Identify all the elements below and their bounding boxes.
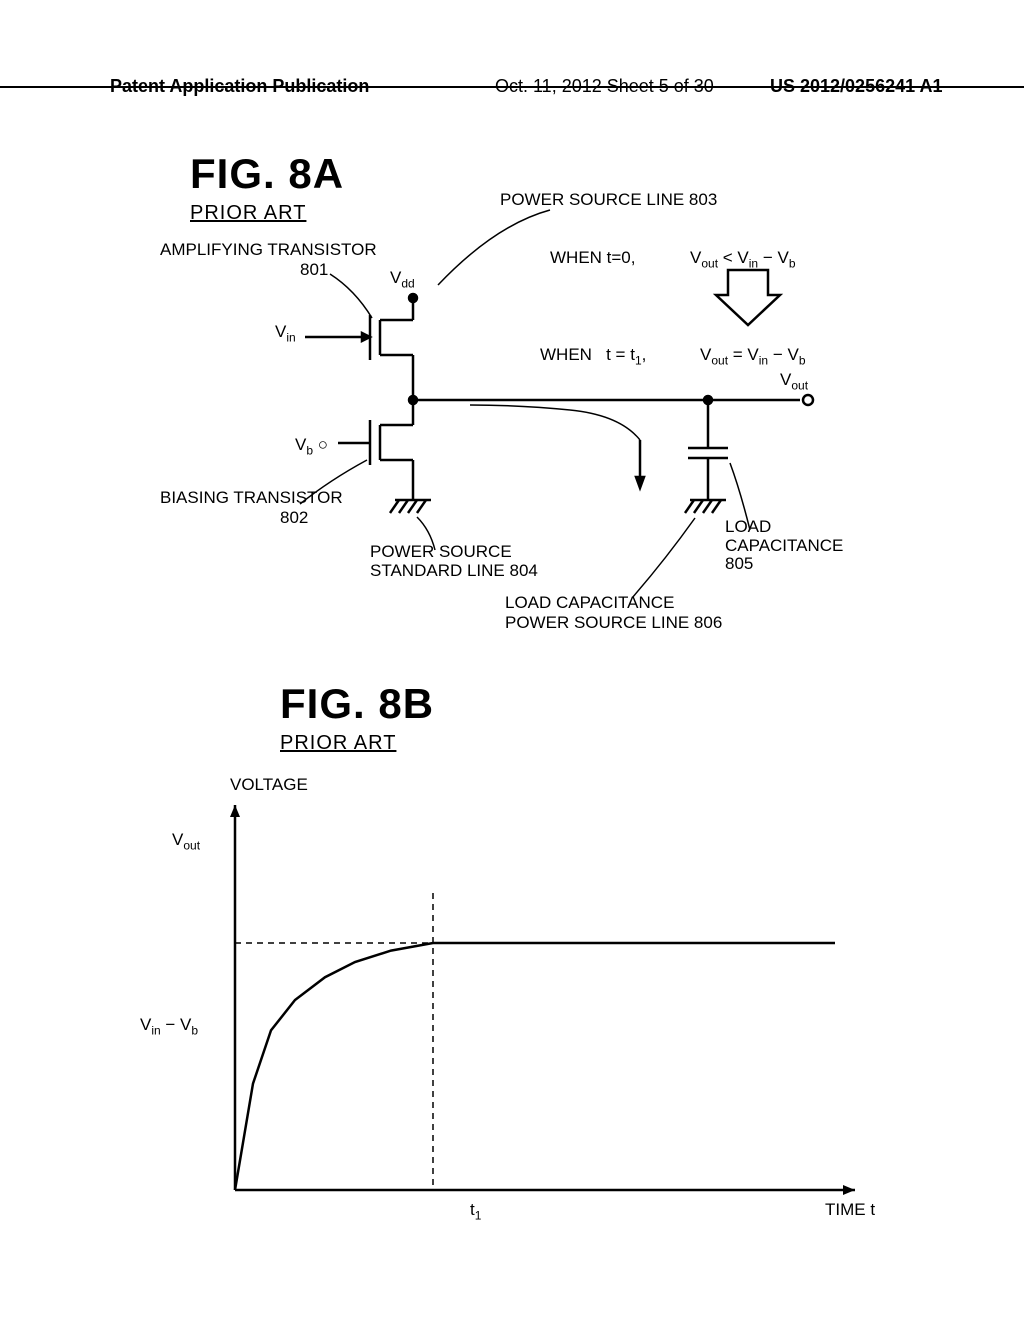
circuit-diagram bbox=[100, 130, 900, 650]
page-header: Patent Application Publication Oct. 11, … bbox=[0, 78, 1024, 88]
header-left: Patent Application Publication bbox=[110, 76, 369, 97]
figure-8a: FIG. 8A PRIOR ART POWER SOURCE LINE 803 … bbox=[100, 130, 900, 670]
vout-time-chart bbox=[100, 680, 900, 1240]
page: Patent Application Publication Oct. 11, … bbox=[0, 0, 1024, 1320]
figure-8b: FIG. 8B PRIOR ART VOLTAGE Vout Vin − Vb … bbox=[100, 680, 900, 1240]
header-right: US 2012/0256241 A1 bbox=[770, 76, 942, 97]
header-center: Oct. 11, 2012 Sheet 5 of 30 bbox=[495, 76, 714, 97]
